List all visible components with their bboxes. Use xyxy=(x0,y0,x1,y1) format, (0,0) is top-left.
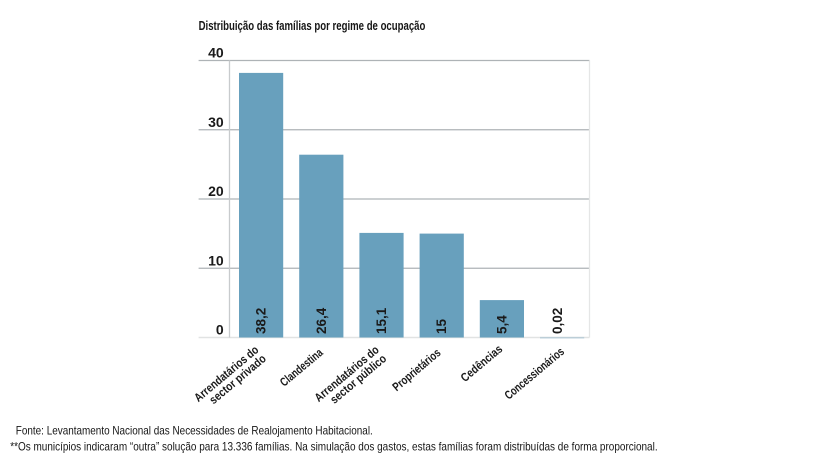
svg-text:0: 0 xyxy=(216,322,224,338)
svg-text:20: 20 xyxy=(208,183,224,199)
svg-text:30: 30 xyxy=(208,114,224,130)
svg-text:Fonte: Levantamento Nacional d: Fonte: Levantamento Nacional das Necessi… xyxy=(16,424,373,438)
svg-text:15: 15 xyxy=(434,318,449,334)
svg-text:10: 10 xyxy=(208,252,224,268)
svg-text:Distribuição das famílias por: Distribuição das famílias por regime de … xyxy=(199,18,426,33)
svg-text:5,4: 5,4 xyxy=(494,315,509,334)
svg-text:Concessionários: Concessionários xyxy=(502,344,567,402)
svg-text:Clandestina: Clandestina xyxy=(277,345,326,389)
svg-text:15,1: 15,1 xyxy=(374,307,389,334)
svg-text:38,2: 38,2 xyxy=(254,308,269,334)
svg-text:Cedências: Cedências xyxy=(458,342,506,385)
svg-text:0,02: 0,02 xyxy=(550,308,565,334)
svg-text:**Os municípios indicaram “out: **Os municípios indicaram “outra” soluçã… xyxy=(10,440,657,454)
svg-text:26,4: 26,4 xyxy=(314,307,329,334)
svg-text:40: 40 xyxy=(208,45,224,61)
svg-text:Proprietários: Proprietários xyxy=(390,345,444,393)
